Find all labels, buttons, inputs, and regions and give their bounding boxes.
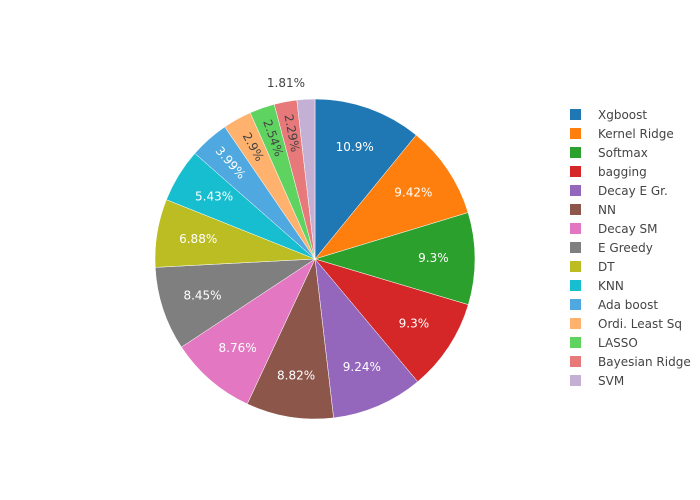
legend-label: SVM bbox=[598, 373, 625, 388]
slice-label-decay-sm: 8.76% bbox=[219, 341, 257, 355]
legend-swatch bbox=[570, 280, 581, 291]
slice-label-softmax: 9.3% bbox=[418, 251, 449, 265]
slice-label-knn: 5.43% bbox=[195, 190, 233, 204]
pie-slice-decay-sm[interactable] bbox=[181, 258, 316, 405]
legend-item-xgboost[interactable]: Xgboost bbox=[570, 105, 695, 124]
legend-item-ordi-least-sq[interactable]: Ordi. Least Sq bbox=[570, 314, 695, 333]
legend-swatch bbox=[570, 356, 581, 367]
pie-slice-xgboost[interactable] bbox=[314, 98, 417, 260]
legend-item-dt[interactable]: DT bbox=[570, 257, 695, 276]
legend-label: Decay E Gr. bbox=[598, 183, 668, 198]
slice-label-bagging: 9.3% bbox=[399, 317, 430, 331]
legend-swatch bbox=[570, 375, 581, 386]
slice-label-svm: 1.81% bbox=[267, 76, 305, 90]
legend-item-bayesian-ridge[interactable]: Bayesian Ridge bbox=[570, 352, 695, 371]
legend-swatch bbox=[570, 204, 581, 215]
slice-label-e-greedy: 8.45% bbox=[183, 288, 221, 302]
legend-label: LASSO bbox=[598, 335, 638, 350]
legend-item-softmax[interactable]: Softmax bbox=[570, 143, 695, 162]
legend-item-svm[interactable]: SVM bbox=[570, 371, 695, 390]
slice-label-xgboost: 10.9% bbox=[336, 140, 374, 154]
pie-slice-softmax[interactable] bbox=[314, 212, 476, 306]
legend-swatch bbox=[570, 223, 581, 234]
legend-swatch bbox=[570, 166, 581, 177]
legend-item-kernel-ridge[interactable]: Kernel Ridge bbox=[570, 124, 695, 143]
legend-swatch bbox=[570, 337, 581, 348]
legend-swatch bbox=[570, 147, 581, 158]
legend-item-nn[interactable]: NN bbox=[570, 200, 695, 219]
legend-item-knn[interactable]: KNN bbox=[570, 276, 695, 295]
pie-slice-svm[interactable] bbox=[296, 98, 316, 260]
legend-item-lasso[interactable]: LASSO bbox=[570, 333, 695, 352]
legend-swatch bbox=[570, 128, 581, 139]
legend-label: KNN bbox=[598, 278, 624, 293]
slice-label-dt: 6.88% bbox=[179, 232, 217, 246]
legend-item-bagging[interactable]: bagging bbox=[570, 162, 695, 181]
legend-swatch bbox=[570, 261, 581, 272]
slice-label-bayesian-ridge: 2.29% bbox=[281, 113, 302, 153]
pie-slice-e-greedy[interactable] bbox=[154, 258, 316, 348]
pie-slice-bagging[interactable] bbox=[314, 258, 469, 383]
legend-label: DT bbox=[598, 259, 615, 274]
legend-label: Kernel Ridge bbox=[598, 126, 674, 141]
legend: Xgboost Kernel Ridge Softmax bagging Decay E… bbox=[570, 105, 695, 390]
slice-label-kernel-ridge: 9.42% bbox=[394, 186, 432, 200]
legend-label: Decay SM bbox=[598, 221, 658, 236]
legend-swatch bbox=[570, 299, 581, 310]
legend-label: E Greedy bbox=[598, 240, 653, 255]
pie-slice-decay-e-gr[interactable] bbox=[314, 258, 419, 419]
legend-item-decay-e-gr[interactable]: Decay E Gr. bbox=[570, 181, 695, 200]
legend-label: Softmax bbox=[598, 145, 648, 160]
legend-label: NN bbox=[598, 202, 616, 217]
legend-swatch bbox=[570, 109, 581, 120]
slice-label-decay-e-gr: 9.24% bbox=[343, 360, 381, 374]
legend-label: Xgboost bbox=[598, 107, 648, 122]
slice-label-nn: 8.82% bbox=[277, 368, 315, 382]
pie-slice-nn[interactable] bbox=[246, 258, 334, 420]
legend-swatch bbox=[570, 318, 581, 329]
legend-item-e-greedy[interactable]: E Greedy bbox=[570, 238, 695, 257]
legend-item-decay-sm[interactable]: Decay SM bbox=[570, 219, 695, 238]
legend-label: Ordi. Least Sq bbox=[598, 316, 682, 331]
legend-swatch bbox=[570, 185, 581, 196]
pie-slice-kernel-ridge[interactable] bbox=[314, 134, 469, 260]
legend-label: Ada boost bbox=[598, 297, 659, 312]
legend-label: bagging bbox=[598, 164, 647, 179]
legend-swatch bbox=[570, 242, 581, 253]
legend-label: Bayesian Ridge bbox=[598, 354, 691, 369]
legend-item-ada-boost[interactable]: Ada boost bbox=[570, 295, 695, 314]
